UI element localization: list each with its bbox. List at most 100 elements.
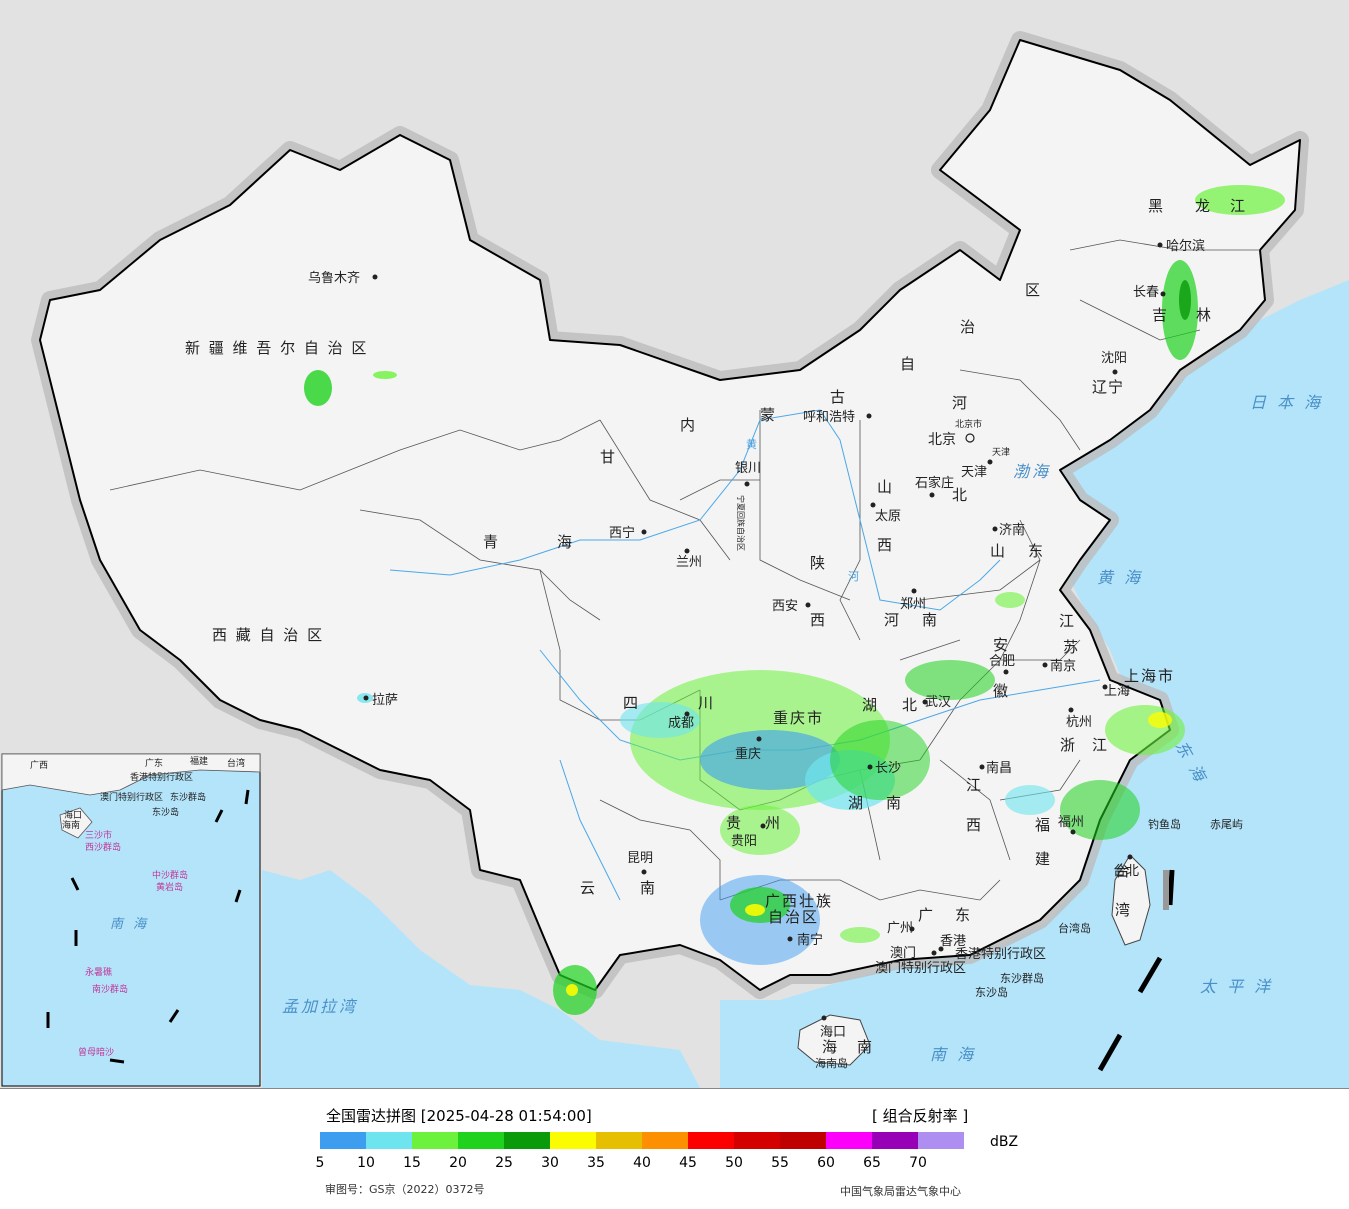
city-nanning: 南宁 <box>797 932 823 948</box>
colorbar-swatch <box>826 1132 872 1149</box>
inset-hainan: 海南 <box>62 819 80 831</box>
island-taiwandao: 台湾岛 <box>1058 921 1091 935</box>
city-taibei: 台北 <box>1113 864 1139 879</box>
inset-nanhai: 南 海 <box>110 917 149 932</box>
city-wuhan: 武汉 <box>925 695 951 710</box>
label-yunnan-1: 云 <box>580 879 597 897</box>
inset-haikou: 海口 <box>64 809 82 821</box>
inset-yongshujiao: 永暑礁 <box>85 966 112 978</box>
map-approval-number: 审图号：GS京（2022）0372号 <box>325 1183 485 1196</box>
colorbar-tick-label: 10 <box>357 1155 375 1171</box>
label-zhejiang-2: 江 <box>1092 736 1109 754</box>
colorbar-swatch <box>412 1132 458 1149</box>
inset-aomen: 澳门特别行政区 <box>100 791 163 803</box>
legend-panel: 全国雷达拼图 [2025-04-28 01:54:00] [ 组合反射率 ] d… <box>0 1088 1349 1209</box>
colorbar-swatch <box>458 1132 504 1149</box>
colorbar-swatch <box>320 1132 366 1149</box>
inset-guangxi: 广西 <box>30 759 48 771</box>
label-hainan-1: 海 <box>822 1038 839 1056</box>
dbz-colorbar <box>320 1132 964 1149</box>
east-sea <box>720 280 1349 1088</box>
label-henan-1: 河 <box>884 611 901 629</box>
city-haikou: 海口 <box>820 1025 846 1040</box>
colorbar-tick-label: 15 <box>403 1155 421 1171</box>
label-jiangsu-1: 江 <box>1059 612 1076 630</box>
label-liaoning-2: 宁 <box>1108 378 1125 396</box>
label-hebei-2: 北 <box>952 486 969 504</box>
label-heilongjiang-2: 龙 <box>1195 197 1212 215</box>
label-xizang: 西 藏 自 治 区 <box>212 626 324 644</box>
label-hunan-1: 湖 <box>848 794 865 812</box>
city-xining: 西宁 <box>609 525 635 541</box>
label-heilongjiang-3: 江 <box>1230 197 1247 215</box>
colorbar-swatch <box>366 1132 412 1149</box>
inset-nansha: 南沙群岛 <box>92 983 128 995</box>
colorbar-tick-label: 5 <box>315 1155 325 1171</box>
label-shandong-1: 山 <box>990 542 1007 560</box>
label-jiangxi-2: 西 <box>966 816 983 834</box>
city-kunming: 昆明 <box>627 851 653 866</box>
colorbar-swatch <box>780 1132 826 1149</box>
city-yinchuan: 银川 <box>735 461 761 476</box>
label-qinghai-2: 海 <box>557 533 574 551</box>
product-type: [ 组合反射率 ] <box>872 1107 969 1125</box>
colorbar-tick-label: 30 <box>541 1155 559 1171</box>
colorbar-swatch <box>642 1132 688 1149</box>
label-hainan-2: 南 <box>857 1038 874 1056</box>
label-gansu: 甘 <box>600 448 617 466</box>
label-shanxi-2: 西 <box>877 536 894 554</box>
sea-ribenhai: 日 本 海 <box>1250 393 1323 412</box>
label-zhejiang-1: 浙 <box>1060 736 1077 754</box>
label-guangdong-1: 广 <box>918 906 935 924</box>
label-neimenggu-5: 治 <box>960 318 977 336</box>
radar-map: 新 疆 维 吾 尔 自 治 区 西 藏 自 治 区 青 海 甘 四 川 云 南 … <box>0 0 1349 1088</box>
city-chengdu: 成都 <box>668 716 694 731</box>
label-shanxi-1: 山 <box>877 478 894 496</box>
credit-label: 中国气象局雷达气象中心 <box>840 1185 961 1198</box>
china-land <box>39 39 1301 991</box>
city-changchun: 长春 <box>1133 285 1159 300</box>
colorbar-swatch <box>918 1132 964 1149</box>
label-jilin-2: 林 <box>1196 306 1213 324</box>
city-hongkong: 香港 <box>940 934 966 949</box>
label-sichuan-2: 川 <box>698 694 715 712</box>
label-neimenggu-3: 古 <box>830 388 847 406</box>
sea-mengjialawan: 孟加拉湾 <box>282 997 358 1016</box>
label-guizhou-2: 州 <box>765 814 782 832</box>
label-hunan-2: 南 <box>886 794 903 812</box>
legend-title: 全国雷达拼图 [2025-04-28 01:54:00] <box>326 1107 592 1125</box>
city-changsha: 长沙 <box>875 761 901 776</box>
label-shandong-2: 东 <box>1028 542 1045 560</box>
inset-zhongsha: 中沙群岛 <box>152 869 188 881</box>
colorbar-swatch <box>872 1132 918 1149</box>
hainan-island <box>797 1014 871 1066</box>
city-zhengzhou: 郑州 <box>900 597 926 612</box>
label-sichuan-1: 四 <box>623 694 640 712</box>
island-hainandao: 海南岛 <box>815 1056 848 1070</box>
city-nanjing: 南京 <box>1050 658 1076 674</box>
city-nanchang: 南昌 <box>986 760 1012 776</box>
label-guangxi-2: 自治区 <box>768 908 819 926</box>
city-macau: 澳门 <box>890 945 916 961</box>
label-hebei-1: 河 <box>952 394 969 412</box>
label-neimenggu-1: 内 <box>680 416 697 434</box>
inset-taiwan: 台湾 <box>227 757 245 769</box>
label-xianggang: 香港特别行政区 <box>955 947 1046 962</box>
colorbar-tick-label: 40 <box>633 1155 651 1171</box>
label-neimenggu-2: 蒙 <box>760 406 777 424</box>
label-chongqing: 重庆市 <box>773 709 824 727</box>
sea-nanhai: 南 海 <box>930 1045 976 1064</box>
label-taiwan-2: 湾 <box>1115 901 1132 919</box>
inset-xianggang: 香港特别行政区 <box>130 771 193 783</box>
city-guiyang: 贵阳 <box>731 834 757 849</box>
island-diaoyudao: 钓鱼岛 <box>1148 817 1181 831</box>
label-jilin-1: 吉 <box>1152 306 1169 324</box>
city-shijiazhuang: 石家庄 <box>915 475 954 491</box>
city-guangzhou: 广州 <box>887 921 913 936</box>
label-taiwan-1: 台 <box>1115 862 1132 880</box>
label-xinjiang: 新 疆 维 吾 尔 自 治 区 <box>185 339 368 357</box>
colorbar-tick-label: 20 <box>449 1155 467 1171</box>
label-liaoning-1: 辽 <box>1092 378 1109 396</box>
sea-huanghai: 黄 海 <box>1097 568 1143 587</box>
colorbar-swatch <box>688 1132 734 1149</box>
